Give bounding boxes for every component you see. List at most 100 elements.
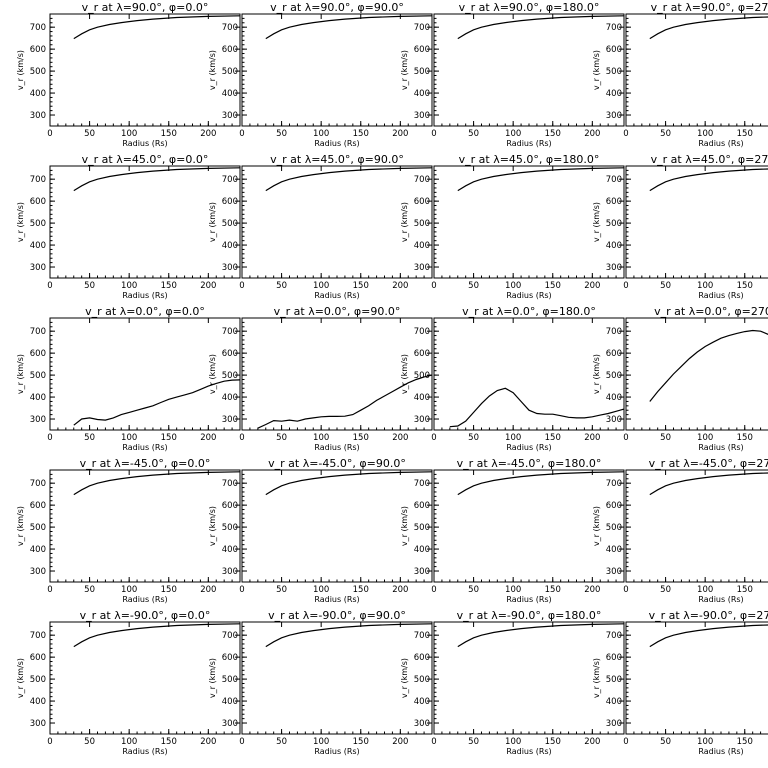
x-tick-label: 100 <box>313 737 329 747</box>
y-tick-label: 500 <box>414 219 430 229</box>
y-axis-label: v_r (km/s) <box>208 354 217 394</box>
x-axis-label: Radius (Rs) <box>314 291 359 300</box>
y-tick-label: 300 <box>222 719 238 729</box>
x-axis-label: Radius (Rs) <box>506 291 551 300</box>
x-tick-label: 50 <box>84 281 95 291</box>
y-axis-label: v_r (km/s) <box>208 658 217 698</box>
x-tick-label: 200 <box>392 433 408 443</box>
series-line <box>73 15 241 40</box>
series-line <box>457 623 625 648</box>
y-axis-label: v_r (km/s) <box>208 50 217 90</box>
y-tick-label: 300 <box>606 111 622 121</box>
x-axis-label: Radius (Rs) <box>698 291 743 300</box>
y-tick-label: 700 <box>414 327 430 337</box>
chart-title: v_r at λ=0.0°, φ=90.0° <box>274 305 401 318</box>
x-tick-label: 100 <box>313 129 329 139</box>
chart-panel: v_r at λ=-45.0°, φ=180.0° 0 50 100 150 200 300… <box>400 457 625 604</box>
y-axis-label: v_r (km/s) <box>592 354 601 394</box>
y-tick-label: 300 <box>30 111 46 121</box>
x-tick-label: 50 <box>468 129 479 139</box>
y-tick-label: 500 <box>222 523 238 533</box>
y-tick-label: 300 <box>414 415 430 425</box>
y-tick-label: 400 <box>222 545 238 555</box>
y-tick-label: 700 <box>222 631 238 641</box>
y-tick-label: 500 <box>222 67 238 77</box>
x-tick-label: 150 <box>737 585 753 595</box>
x-tick-label: 0 <box>239 129 244 139</box>
y-tick-label: 500 <box>30 219 46 229</box>
x-tick-label: 200 <box>584 737 600 747</box>
y-axis-label: v_r (km/s) <box>16 506 25 546</box>
x-tick-label: 150 <box>545 433 561 443</box>
y-tick-label: 400 <box>30 393 46 403</box>
x-tick-label: 50 <box>276 585 287 595</box>
chart-title: v_r at λ=-90.0°, φ=270.0° <box>649 609 768 622</box>
y-tick-label: 600 <box>414 653 430 663</box>
y-tick-label: 700 <box>414 23 430 33</box>
x-axis-label: Radius (Rs) <box>506 443 551 452</box>
y-tick-label: 700 <box>222 23 238 33</box>
y-tick-label: 600 <box>222 653 238 663</box>
x-axis-label: Radius (Rs) <box>314 595 359 604</box>
y-tick-label: 400 <box>606 241 622 251</box>
y-tick-label: 400 <box>414 89 430 99</box>
y-axis-label: v_r (km/s) <box>400 202 409 242</box>
x-tick-label: 0 <box>47 129 52 139</box>
y-tick-label: 700 <box>606 23 622 33</box>
series-line <box>265 471 433 496</box>
x-tick-label: 200 <box>200 129 216 139</box>
x-tick-label: 0 <box>239 737 244 747</box>
y-tick-label: 700 <box>30 479 46 489</box>
y-tick-label: 300 <box>606 263 622 273</box>
x-tick-label: 50 <box>276 433 287 443</box>
chart-title: v_r at λ=90.0°, φ=180.0° <box>459 1 600 14</box>
y-tick-label: 400 <box>414 545 430 555</box>
y-tick-label: 400 <box>414 393 430 403</box>
x-axis-label: Radius (Rs) <box>698 443 743 452</box>
x-tick-label: 0 <box>239 281 244 291</box>
y-tick-label: 300 <box>30 567 46 577</box>
chart-title: v_r at λ=45.0°, φ=270.0° <box>651 153 768 166</box>
x-tick-label: 150 <box>353 281 369 291</box>
y-tick-label: 500 <box>222 371 238 381</box>
y-tick-label: 300 <box>414 719 430 729</box>
y-axis-label: v_r (km/s) <box>16 202 25 242</box>
x-tick-label: 100 <box>121 585 137 595</box>
y-tick-label: 400 <box>606 89 622 99</box>
x-tick-label: 150 <box>737 281 753 291</box>
x-axis-label: Radius (Rs) <box>122 747 167 756</box>
x-tick-label: 200 <box>392 737 408 747</box>
chart-panel: v_r at λ=0.0°, φ=270.0°05010015020030040… <box>592 305 768 452</box>
chart-panel: v_r at λ=-45.0°, φ=90.0° 0 50 100 150 200 300 4… <box>208 457 433 604</box>
x-tick-label: 50 <box>468 281 479 291</box>
x-tick-label: 0 <box>431 129 436 139</box>
y-tick-label: 600 <box>30 501 46 511</box>
x-tick-label: 0 <box>47 281 52 291</box>
y-tick-label: 700 <box>414 631 430 641</box>
x-tick-label: 100 <box>505 129 521 139</box>
x-axis-label: Radius (Rs) <box>314 139 359 148</box>
series-line <box>649 624 768 648</box>
x-tick-label: 50 <box>468 433 479 443</box>
y-tick-label: 600 <box>606 349 622 359</box>
y-tick-label: 300 <box>222 111 238 121</box>
y-tick-label: 400 <box>606 697 622 707</box>
x-tick-label: 100 <box>505 585 521 595</box>
x-tick-label: 0 <box>623 433 628 443</box>
chart-title: v_r at λ=-90.0°, φ=90.0° <box>268 609 406 622</box>
y-tick-label: 500 <box>606 371 622 381</box>
y-tick-label: 600 <box>222 501 238 511</box>
x-tick-label: 200 <box>392 129 408 139</box>
y-tick-label: 400 <box>30 89 46 99</box>
y-tick-label: 300 <box>30 719 46 729</box>
chart-panel: v_r at λ=45.0°, φ=270.0°0501001502003004… <box>592 153 768 300</box>
chart-panel: v_r at λ=90.0°, φ=270.0°0501001502003004… <box>592 1 768 148</box>
chart-panel: v_r at λ=-90.0°, φ=90.0° 0 50 100 150 200 300 4… <box>208 609 433 756</box>
x-tick-label: 50 <box>468 737 479 747</box>
y-tick-label: 600 <box>30 653 46 663</box>
plot-frame <box>625 165 768 279</box>
x-tick-label: 100 <box>505 737 521 747</box>
series-line <box>649 168 768 192</box>
y-tick-label: 500 <box>606 675 622 685</box>
